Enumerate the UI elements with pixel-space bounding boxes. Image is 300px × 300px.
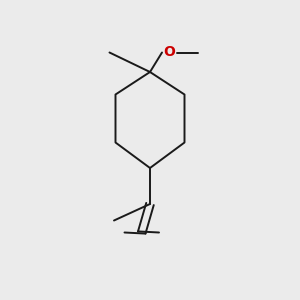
- Text: O: O: [164, 46, 175, 59]
